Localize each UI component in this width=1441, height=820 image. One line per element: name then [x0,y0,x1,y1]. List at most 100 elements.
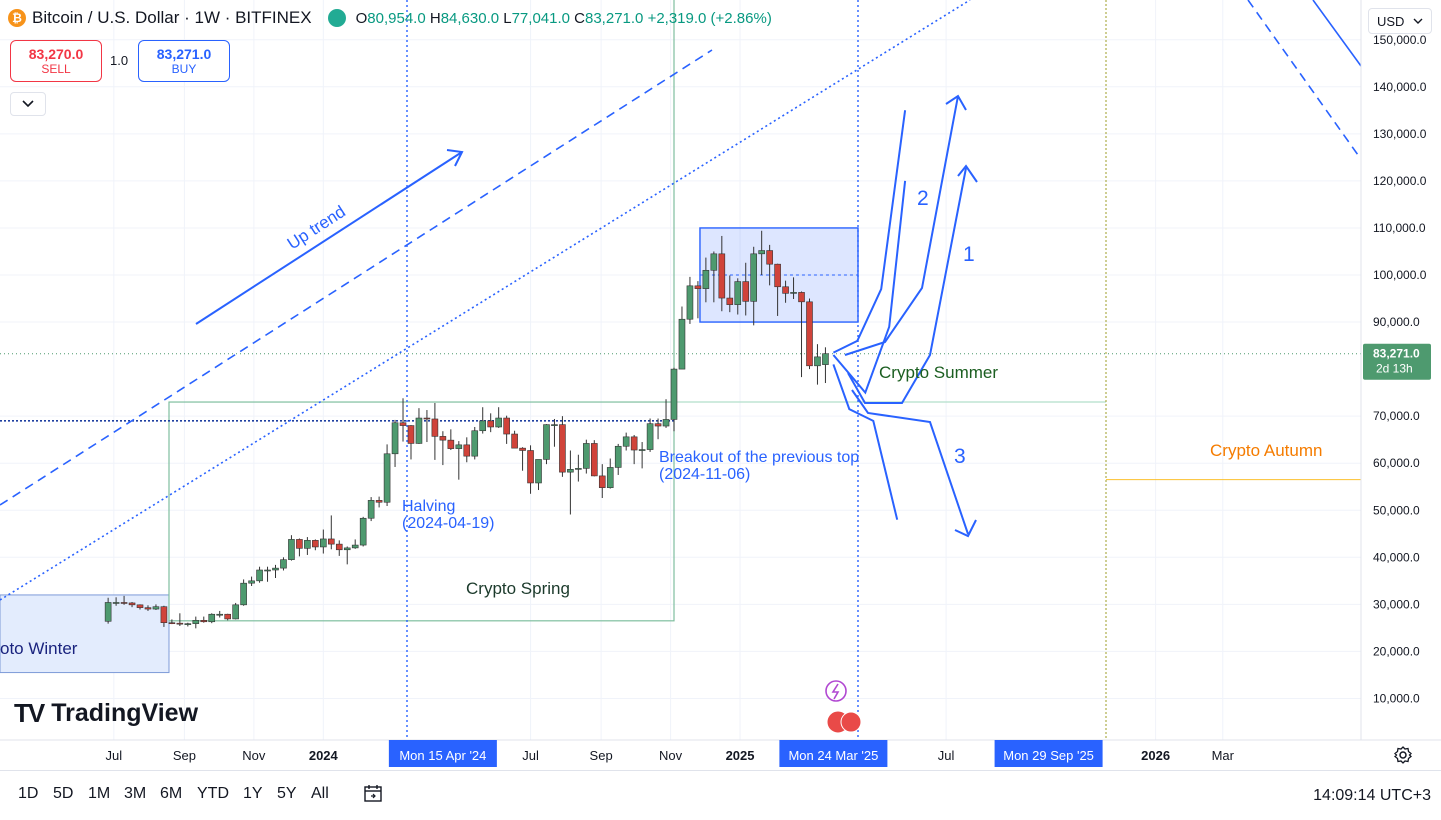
clock[interactable]: 14:09:14 UTC+3 [1313,787,1431,804]
sell-button[interactable]: 83,270.0 SELL [10,40,102,82]
time-axis[interactable]: Jul Sep Nov 2024 Jul Sep Nov 2025 Jul 2026 Mar Mon … [0,739,1441,767]
range-1y[interactable]: 1Y [243,785,263,802]
candle-body [559,424,566,473]
candle-body [391,422,399,455]
price-tick-label: 120,000.0 [1373,174,1427,188]
logo-mark: TV [14,698,45,728]
range-ytd[interactable]: YTD [197,785,229,802]
candle-body [638,449,646,451]
price-tick-label: 110,000.0 [1373,221,1426,235]
candle-body [104,602,112,622]
time-tick-label: 2025 [726,748,755,763]
arrowhead-icon [957,164,978,183]
bitcoin-icon: ₿ [8,9,26,27]
candle-body [216,613,224,616]
candle-body [479,420,487,432]
dotted-support-trendline [0,0,971,601]
currency-value: USD [1377,13,1405,29]
candle-body [168,622,176,624]
price-axis[interactable]: 150,000.0 140,000.0 130,000.0 120,000.0 110,… [1360,0,1441,740]
candle-body [152,606,160,610]
candle-body [734,281,742,305]
currency-select[interactable]: USD [1368,8,1432,34]
candle-body [455,444,463,449]
logo-text: TradingView [51,699,199,727]
range-1d[interactable]: 1D [18,785,39,802]
buy-button[interactable]: 83,271.0 BUY [138,40,230,82]
price-tick-label: 100,000.0 [1373,268,1427,282]
order-quantity[interactable]: 1.0 [110,53,129,68]
candles [104,230,829,629]
close-value: 83,271.0 [585,9,644,27]
range-1m[interactable]: 1M [88,785,111,802]
price-tick-label: 70,000.0 [1373,409,1420,423]
ohlc-values: O80,954.0 H84,630.0 L77,041.0 C83,271.0 … [355,9,772,27]
time-marker-badge [779,740,888,767]
price-tick-label: 10,000.0 [1373,691,1420,705]
crypto-summer-label: Crypto Summer [879,363,998,382]
range-3m[interactable]: 3M [124,785,147,802]
range-all[interactable]: All [311,785,329,802]
candle-body [327,538,335,545]
us-flag-event-icon [840,711,862,733]
crypto-spring-label: Crypto Spring [466,579,570,598]
lightning-bolt-icon [831,683,840,700]
candle-body [176,622,184,625]
arrowhead-icon [446,149,464,167]
lightning-event-icon [825,680,847,702]
price-tick-label: 50,000.0 [1373,503,1420,517]
crypto-winter-label: oto Winter [0,639,78,658]
candle-body [144,607,152,610]
last-price-label: 83,271.0 [1373,347,1420,361]
open-value: 80,954.0 [367,9,426,27]
candle-body [312,540,319,548]
buy-label: BUY [171,62,197,76]
drawings-background [0,0,1361,740]
time-tick-label: Mar [1212,748,1235,763]
price-tick-label: 20,000.0 [1373,644,1420,658]
candle-body [280,559,287,569]
candle-body [375,500,383,503]
range-5d[interactable]: 5D [53,785,74,802]
projection-path-2-line [844,95,959,356]
symbol-title[interactable]: Bitcoin / U.S. Dollar · 1W · BITFINEX [32,8,312,27]
candle-body [543,424,550,460]
time-tick-label: 2026 [1141,748,1170,763]
candle-body [622,436,630,447]
candle-body [200,620,208,623]
candle-body [694,285,702,289]
path-3-label: 3 [954,445,966,468]
breakout-label: Breakout of the previous top [659,449,859,466]
time-marker-label: Mon 29 Sep '25 [1003,748,1094,763]
arrowhead-icon [945,94,967,111]
time-tick-label: Sep [173,748,196,763]
candle-body [662,419,670,427]
tradingview-logo[interactable]: TV TradingView [14,698,198,729]
calendar-icon[interactable] [363,783,383,803]
candle-body [160,606,168,623]
candle-body [782,286,789,294]
time-marker-label: Mon 15 Apr '24 [399,748,486,763]
candle-body [136,604,144,608]
arrowhead-icon [954,519,977,538]
candle-body [806,301,813,367]
candle-body [463,444,471,457]
collapse-legend-button[interactable] [10,92,46,116]
candle-body [184,623,192,625]
candle-body [320,538,327,548]
crypto-autumn-label: Crypto Autumn [1210,441,1322,460]
projection-path-3-line [851,389,969,535]
candle-body [256,569,263,582]
gear-icon[interactable] [1393,745,1413,765]
candle-body [248,580,255,584]
range-6m[interactable]: 6M [160,785,183,802]
candle-body [192,620,200,624]
chart-grid [0,0,1361,740]
time-tick-label: Nov [242,748,266,763]
up-trend-arrow [195,151,463,325]
candle-body [583,443,590,469]
price-tick-label: 140,000.0 [1373,80,1427,94]
range-5y[interactable]: 5Y [277,785,297,802]
candle-body [726,297,734,305]
